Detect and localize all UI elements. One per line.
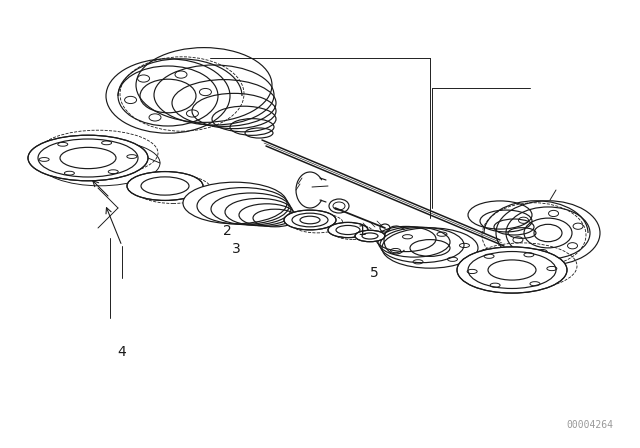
Text: 1: 1 [357,224,366,238]
Ellipse shape [183,182,287,224]
Ellipse shape [284,210,336,230]
Text: 4: 4 [117,345,126,359]
Ellipse shape [382,228,478,268]
Ellipse shape [28,135,148,181]
Text: 5: 5 [370,266,379,280]
Ellipse shape [127,172,203,200]
Text: 2: 2 [223,224,232,238]
Ellipse shape [457,247,567,293]
Text: 00004264: 00004264 [566,420,614,430]
Ellipse shape [355,230,385,242]
Text: 3: 3 [232,241,241,256]
Ellipse shape [328,222,368,237]
